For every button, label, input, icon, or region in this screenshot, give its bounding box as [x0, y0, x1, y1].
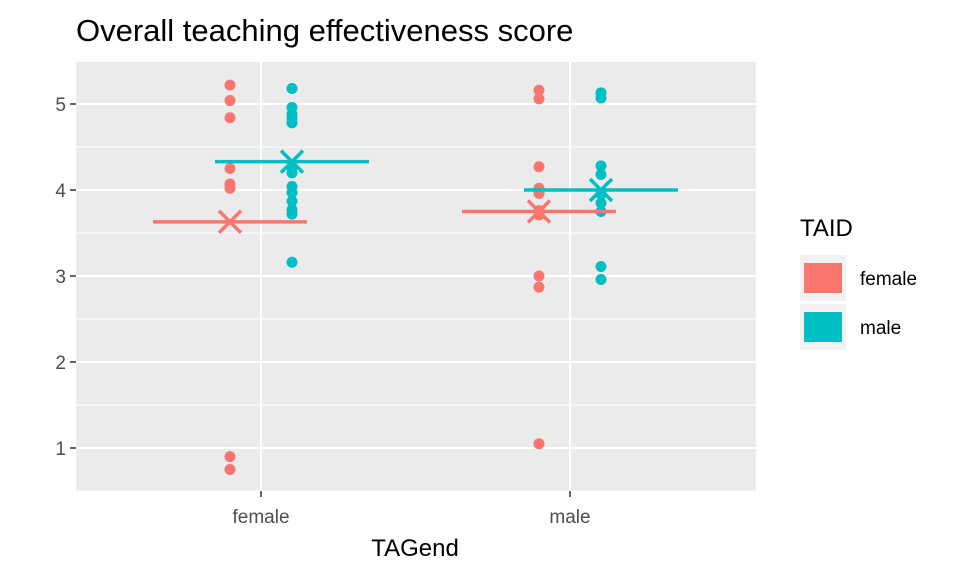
- x-tick-label: male: [549, 507, 590, 528]
- data-point: [224, 95, 236, 107]
- legend-cross: [810, 314, 836, 340]
- data-point: [595, 160, 607, 172]
- data-point: [224, 112, 236, 124]
- data-point: [224, 79, 236, 91]
- data-point: [533, 281, 545, 293]
- mean-marker: [153, 209, 307, 235]
- legend-key: [800, 304, 846, 350]
- x-tick-label: female: [232, 507, 289, 528]
- data-point: [595, 197, 607, 209]
- data-point: [595, 92, 607, 104]
- legend-cross: [810, 265, 836, 291]
- data-point: [595, 169, 607, 181]
- y-tick-label: 1: [55, 439, 66, 460]
- y-tick-label: 4: [55, 181, 66, 202]
- data-point: [286, 83, 298, 95]
- mean-markers: [153, 149, 678, 235]
- data-point: [286, 187, 298, 199]
- legend: TAID female male: [800, 215, 917, 350]
- y-tick-label: 5: [55, 95, 66, 116]
- data-point: [286, 117, 298, 129]
- data-point: [286, 208, 298, 220]
- data-point: [595, 261, 607, 273]
- data-point: [224, 464, 236, 475]
- y-tick-label: 2: [55, 353, 66, 374]
- data-point: [224, 451, 236, 463]
- data-point: [286, 256, 298, 268]
- mean-marker: [215, 149, 369, 174]
- data-point: [533, 93, 545, 105]
- data-point: [595, 273, 607, 285]
- data-point: [224, 163, 236, 174]
- data-point: [286, 167, 298, 179]
- axes: 1 2 3 4 5 female male: [55, 95, 590, 528]
- mean-marker: [524, 177, 678, 203]
- legend-key: [800, 255, 846, 301]
- x-axis-title: TAGend: [371, 535, 459, 562]
- data-point: [533, 270, 545, 282]
- data-point: [224, 182, 236, 194]
- mean-marker: [462, 199, 616, 224]
- y-tick-label: 3: [55, 267, 66, 288]
- mean-cross: [588, 177, 614, 203]
- data-point: [533, 84, 545, 96]
- chart-title: Overall teaching effectiveness score: [76, 13, 573, 48]
- mean-cross: [526, 199, 552, 224]
- legend-label: male: [860, 318, 901, 339]
- mean-cross: [217, 209, 243, 235]
- mean-cross: [279, 149, 305, 174]
- data-point: [533, 438, 545, 450]
- legend-label: female: [860, 269, 917, 290]
- grid-lines: [76, 62, 756, 492]
- data-point: [286, 195, 298, 207]
- legend-title: TAID: [800, 215, 853, 242]
- data-point: [533, 161, 545, 173]
